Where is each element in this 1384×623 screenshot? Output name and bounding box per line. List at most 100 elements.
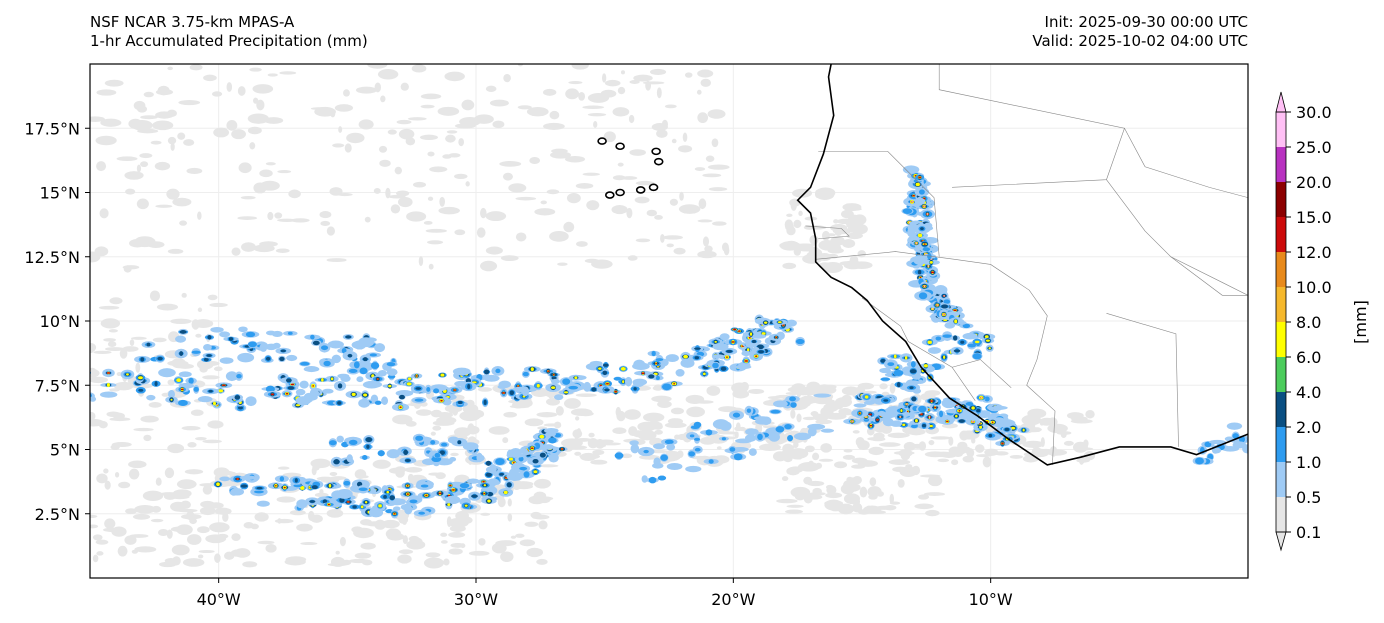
rain-cell-intense — [176, 378, 182, 383]
rain-cell — [962, 332, 978, 340]
light-rain-cell — [150, 140, 162, 145]
light-rain-cell — [385, 187, 391, 199]
rain-cell-moderate — [910, 361, 916, 368]
light-rain-cell — [637, 430, 657, 441]
rain-cell-heavy — [240, 484, 248, 488]
rain-cell-moderate — [614, 452, 624, 459]
light-rain-cell — [669, 452, 678, 457]
rain-cell — [719, 333, 730, 341]
light-rain-cell — [176, 479, 197, 490]
rain-cell-moderate — [943, 299, 951, 304]
light-rain-cell — [526, 107, 549, 117]
rain-cell-extreme — [755, 355, 758, 358]
light-rain-cell — [576, 241, 588, 247]
light-rain-cell — [927, 475, 943, 487]
light-rain-cell — [802, 416, 817, 421]
light-rain-cell — [396, 119, 412, 125]
light-rain-cell — [249, 142, 256, 150]
light-rain-cell — [855, 436, 865, 447]
rain-cell — [512, 386, 527, 393]
rain-cell — [793, 432, 812, 441]
rain-cell-moderate — [370, 362, 380, 369]
rain-cell-extreme — [406, 484, 409, 487]
rain-cell — [239, 475, 257, 480]
rain-cell-extreme — [991, 421, 994, 424]
light-rain-cell — [603, 131, 616, 143]
rain-cell-extreme — [775, 336, 778, 339]
light-rain-cell — [104, 347, 125, 352]
light-rain-cell — [104, 79, 124, 87]
rain-cell-heavy — [203, 357, 209, 362]
light-rain-cell — [932, 451, 955, 458]
rain-cell-extreme — [946, 420, 949, 423]
rain-cell — [357, 337, 375, 348]
light-rain-cell — [310, 458, 331, 469]
light-rain-cell — [893, 451, 915, 455]
light-rain-cell — [226, 120, 238, 131]
rain-cell-intense — [330, 377, 334, 381]
rain-cell-moderate — [795, 338, 805, 345]
rain-cell-peak — [936, 304, 938, 306]
rain-cell-heavy — [694, 356, 700, 360]
light-rain-cell — [118, 481, 131, 489]
rain-cell — [296, 499, 308, 509]
light-rain-cell — [265, 543, 277, 553]
light-rain-cell — [332, 143, 345, 148]
light-rain-cell — [480, 512, 491, 516]
light-rain-cell — [834, 461, 848, 469]
rain-cell-intense — [988, 347, 991, 350]
light-rain-cell — [398, 549, 414, 555]
rain-cell-moderate — [746, 408, 752, 413]
light-rain-cell — [1009, 454, 1023, 459]
light-rain-cell — [948, 446, 962, 455]
light-rain-cell — [802, 253, 823, 264]
rain-cell-moderate — [191, 350, 201, 354]
light-rain-cell — [170, 142, 175, 151]
colorbar-label: 8.0 — [1296, 313, 1321, 332]
light-rain-cell — [93, 350, 112, 355]
light-rain-cell — [679, 191, 684, 201]
rain-cell-heavy — [345, 335, 352, 339]
light-rain-cell — [852, 475, 862, 485]
light-rain-cell — [785, 223, 794, 231]
light-rain-cell — [427, 151, 435, 157]
light-rain-cell — [500, 551, 514, 562]
light-rain-cell — [90, 514, 98, 519]
light-rain-cell — [851, 464, 866, 469]
light-rain-cell — [686, 406, 705, 418]
rain-cell-moderate — [519, 466, 528, 471]
light-rain-cell — [975, 444, 985, 453]
light-rain-cell — [180, 364, 189, 369]
light-rain-cell — [143, 91, 154, 98]
light-rain-cell — [537, 464, 559, 468]
rain-cell-heavy — [339, 497, 345, 503]
rain-cell-intense — [574, 376, 578, 380]
light-rain-cell — [712, 221, 727, 226]
rain-cell-intense — [622, 380, 625, 384]
light-rain-cell — [538, 496, 551, 504]
light-rain-cell — [444, 71, 465, 82]
rain-cell — [877, 410, 886, 417]
light-rain-cell — [129, 238, 146, 248]
light-rain-cell — [557, 262, 568, 266]
rain-cell-heavy — [399, 394, 405, 400]
rain-cell — [90, 396, 97, 402]
rain-cell-intense — [386, 490, 390, 494]
rain-cell-heavy — [720, 366, 727, 371]
rain-cell-intense — [407, 377, 412, 381]
colorbar-unit-label: [mm] — [1351, 300, 1370, 344]
light-rain-cell — [106, 411, 121, 418]
light-rain-cell — [664, 104, 677, 109]
light-rain-cell — [887, 432, 909, 439]
light-rain-cell — [140, 115, 158, 120]
light-rain-cell — [759, 443, 781, 452]
country-border — [951, 359, 1012, 389]
rain-cell-extreme — [869, 424, 873, 427]
light-rain-cell — [669, 198, 678, 206]
light-rain-cell — [529, 157, 541, 165]
light-rain-cell — [183, 139, 195, 146]
rain-cell-extreme — [438, 492, 442, 495]
light-rain-cell — [448, 517, 469, 528]
rain-cell — [665, 354, 679, 363]
rain-cell-heavy — [648, 374, 655, 379]
